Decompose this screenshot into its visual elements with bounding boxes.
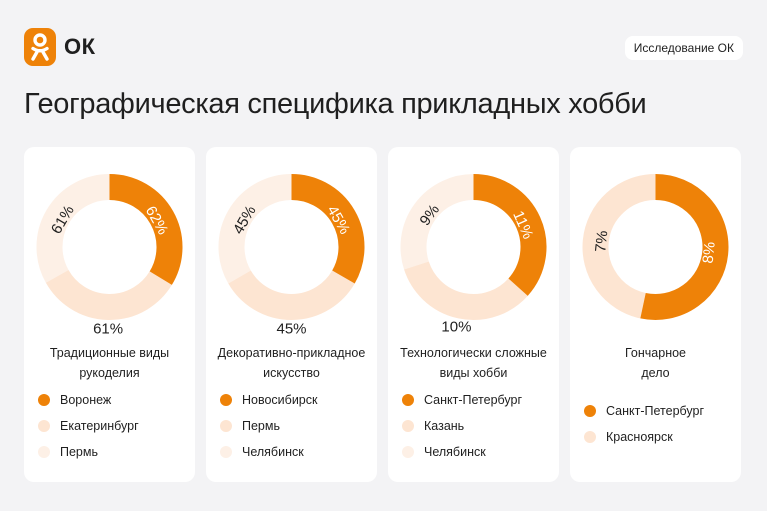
donut-chart: 8% 7% [582, 174, 729, 320]
data-label: 7% [592, 230, 611, 253]
donut-chart: 11%10%9% [400, 174, 547, 336]
legend-swatch [38, 420, 50, 432]
legend-item: Пермь [220, 413, 317, 439]
legend-item: Санкт-Петербург [584, 398, 704, 424]
donut-slice [36, 174, 111, 283]
category-label-line: Декоративно-прикладное [217, 346, 366, 360]
page-title: Географическая специфика прикладных хобб… [24, 88, 647, 120]
legend-swatch [38, 446, 50, 458]
charts-row: 62% 61% 61% Традиционные виды рукоделия Ворон… [24, 147, 743, 482]
category-label-line: дело [641, 366, 670, 380]
legend-item: Красноярск [584, 424, 704, 450]
chart-card: 62% 61% 61% Традиционные виды рукоделия Ворон… [24, 147, 195, 482]
category-label-line: искусство [263, 366, 320, 380]
legend-label: Пермь [60, 445, 98, 459]
legend-item: Челябинск [220, 439, 317, 465]
chart-card: 45% 45% 45% Декоративно-прикладное искусство… [206, 147, 377, 482]
donut-slice [108, 174, 183, 285]
donut-slice [472, 174, 547, 296]
logo-text: ОК [64, 34, 96, 59]
legend: Санкт-Петербург Красноярск [584, 398, 704, 450]
ok-logo: ОК [24, 28, 96, 66]
donut-slice [640, 174, 729, 320]
donut-slice [404, 260, 528, 320]
legend: Санкт-Петербург Казань Челябинск [402, 387, 522, 465]
donut-slice [45, 269, 172, 320]
legend-swatch [220, 394, 232, 406]
legend-swatch [402, 446, 414, 458]
legend-item: Санкт-Петербург [402, 387, 522, 413]
legend-item: Новосибирск [220, 387, 317, 413]
legend-item: Казань [402, 413, 522, 439]
category-label-line: Гончарное [624, 346, 686, 360]
chart-card: 8% 7% Гончарное дело Санкт-Петербург Краснояр… [570, 147, 741, 482]
category-label: Традиционные виды рукоделия [24, 343, 195, 383]
legend-label: Казань [424, 419, 465, 433]
legend-label: Красноярск [606, 430, 673, 444]
legend-swatch [220, 446, 232, 458]
chart-card: 11% 10% 9% Технологически сложные виды хобби… [388, 147, 559, 482]
legend-label: Новосибирск [242, 393, 318, 407]
category-label-line: виды хобби [439, 366, 508, 380]
donut-chart: 62%61%61% [36, 174, 183, 337]
legend-label: Челябинск [424, 445, 486, 459]
donut-slice [400, 174, 475, 270]
donut-slice [228, 270, 355, 320]
donut-chart: 45%45%45% [218, 174, 365, 338]
ok-logo-icon [24, 28, 56, 66]
category-label: Гончарное дело [570, 343, 741, 383]
data-label: 45% [276, 321, 306, 338]
legend-swatch [584, 431, 596, 443]
category-label-line: Традиционные виды [49, 346, 170, 360]
legend-label: Воронеж [60, 393, 112, 407]
legend-label: Челябинск [242, 445, 304, 459]
legend: Новосибирск Пермь Челябинск [220, 387, 317, 465]
data-label: 10% [441, 319, 471, 336]
legend-swatch [584, 405, 596, 417]
category-label: Декоративно-прикладное искусство [206, 343, 377, 383]
legend-item: Пермь [38, 439, 139, 465]
category-label: Технологически сложные виды хобби [388, 343, 559, 383]
donut-slice [290, 174, 365, 284]
data-label: 8% [700, 241, 719, 264]
legend-label: Екатеринбург [60, 419, 139, 433]
donut-slice [218, 174, 293, 284]
legend-label: Санкт-Петербург [424, 393, 523, 407]
legend-label: Пермь [242, 419, 280, 433]
legend-item: Воронеж [38, 387, 139, 413]
legend-item: Челябинск [402, 439, 522, 465]
legend-item: Екатеринбург [38, 413, 139, 439]
category-label-line: Технологически сложные [400, 346, 547, 360]
research-badge: Исследование ОК [624, 36, 743, 60]
legend-swatch [402, 394, 414, 406]
legend: Воронеж Екатеринбург Пермь [38, 387, 139, 465]
legend-swatch [38, 394, 50, 406]
donut-slice [582, 174, 657, 319]
legend-swatch [220, 420, 232, 432]
data-label: 61% [93, 320, 123, 337]
category-label-line: рукоделия [79, 366, 140, 380]
legend-swatch [402, 420, 414, 432]
legend-label: Санкт-Петербург [606, 404, 705, 418]
